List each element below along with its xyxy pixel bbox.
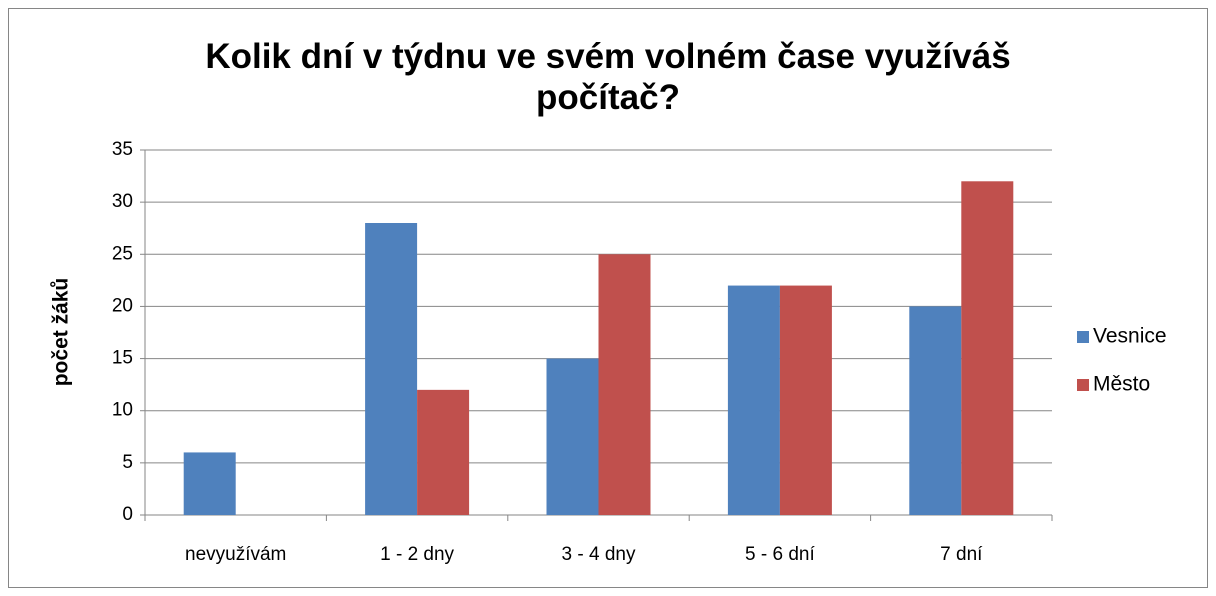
x-tick-label: 7 dní [940, 544, 983, 565]
x-tick-label: 5 - 6 dní [745, 544, 815, 565]
x-tick-label: 1 - 2 dny [380, 544, 454, 565]
bar [365, 223, 418, 515]
y-tick-label: 20 [112, 295, 133, 316]
y-tick-label: 5 [122, 452, 133, 473]
bar [417, 389, 470, 515]
bar [183, 452, 236, 515]
y-tick-label: 0 [122, 504, 133, 525]
bar [727, 285, 780, 515]
legend-label: Vesnice [1093, 325, 1167, 348]
y-tick-label: 35 [112, 139, 133, 160]
bar [779, 285, 832, 515]
legend-swatch [1077, 331, 1089, 343]
legend-swatch [1077, 379, 1089, 391]
y-tick-label: 25 [112, 243, 133, 264]
bar [961, 181, 1014, 516]
bar [909, 306, 962, 515]
y-axis-label: počet žáků [50, 278, 73, 387]
chart-title: Kolik dní v týdnu ve svém volném čase vy… [205, 37, 1011, 117]
legend-label: Město [1093, 373, 1150, 396]
y-tick-label: 10 [112, 400, 133, 421]
x-tick-label: 3 - 4 dny [562, 544, 636, 565]
y-tick-label: 15 [112, 348, 133, 369]
bar [598, 254, 651, 516]
bar [546, 358, 599, 515]
y-tick-label: 30 [112, 191, 133, 212]
x-tick-label: nevyužívám [185, 544, 286, 565]
